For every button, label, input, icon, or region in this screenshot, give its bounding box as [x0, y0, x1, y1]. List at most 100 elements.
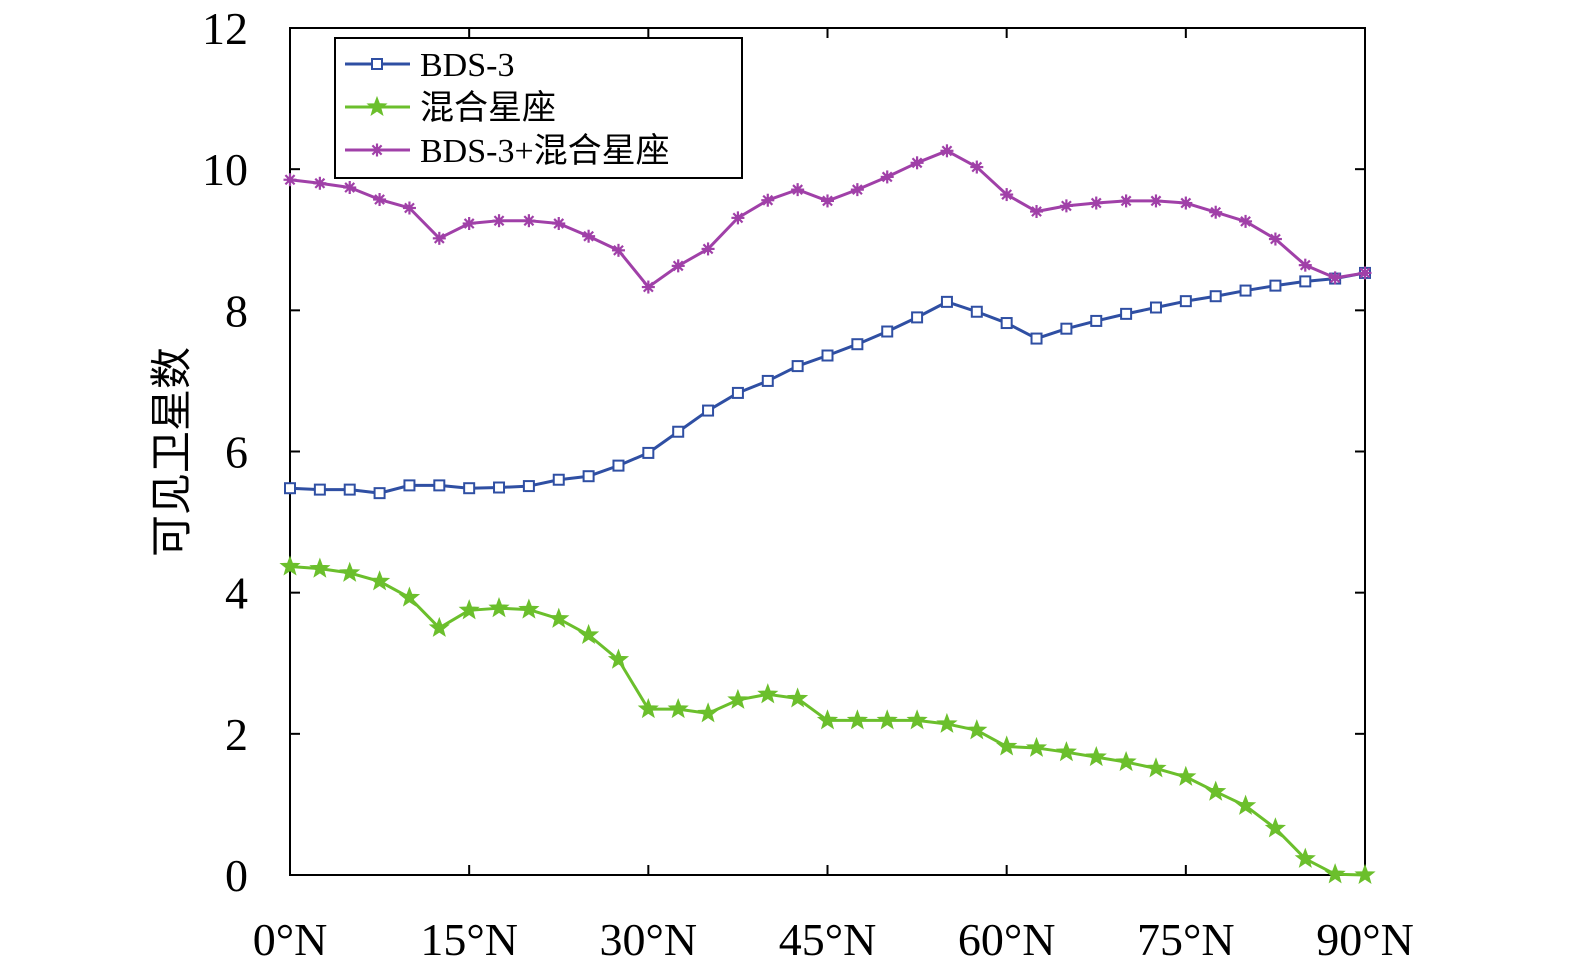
data-point-combined: [1358, 266, 1372, 280]
marker-center: [794, 186, 801, 193]
data-point-hybrid: [637, 697, 659, 719]
data-point-hybrid: [578, 623, 600, 645]
marker-center: [973, 163, 981, 171]
data-point-combined: [1239, 214, 1253, 228]
data-point-combined: [1328, 271, 1342, 285]
data-point-combined: [1179, 196, 1193, 210]
data-point-bds3: [851, 338, 864, 351]
marker-center: [1122, 197, 1130, 205]
data-point-combined: [402, 201, 416, 215]
data-point-hybrid: [1264, 817, 1286, 838]
data-point-bds3: [940, 295, 953, 308]
data-point-combined: [1089, 196, 1103, 210]
series-line-bds3: [289, 271, 1366, 495]
marker-center: [406, 204, 413, 212]
marker-center: [346, 184, 353, 191]
data-point-combined: [1209, 205, 1223, 219]
data-point-combined: [701, 242, 715, 256]
data-point-hybrid: [846, 709, 868, 730]
data-point-bds3: [1299, 275, 1312, 288]
data-point-bds3: [791, 360, 804, 373]
legend-marker: [370, 143, 384, 157]
marker-center: [1033, 208, 1040, 215]
data-point-hybrid: [1145, 757, 1167, 778]
marker-center: [376, 196, 383, 203]
data-point-bds3: [642, 446, 655, 459]
legend-item-hybrid: 混合星座: [345, 89, 556, 127]
series-bds3: [284, 266, 1371, 500]
data-point-combined: [582, 229, 596, 243]
data-point-bds3: [821, 349, 834, 362]
y-tick-label: 10: [202, 144, 248, 195]
data-point-hybrid: [458, 599, 480, 620]
y-tick-label: 6: [225, 427, 248, 478]
data-point-bds3: [1239, 284, 1252, 297]
data-point-hybrid: [369, 570, 391, 591]
data-point-hybrid: [876, 709, 898, 730]
data-point-hybrid: [548, 607, 570, 628]
data-point-hybrid: [1324, 863, 1346, 884]
data-point-hybrid: [1025, 736, 1048, 757]
marker-center: [1302, 261, 1309, 269]
data-point-hybrid: [279, 555, 301, 576]
x-tick-label: 75°N: [1137, 914, 1235, 965]
data-point-bds3: [493, 481, 506, 494]
data-point-bds3: [433, 479, 446, 492]
data-point-bds3: [522, 480, 535, 493]
data-point-hybrid: [757, 683, 779, 704]
data-point-hybrid: [697, 702, 719, 723]
data-point-bds3: [403, 479, 416, 492]
marker-center: [943, 147, 951, 155]
legend-label-hybrid: 混合星座: [420, 89, 556, 127]
data-point-bds3: [731, 386, 744, 399]
data-point-hybrid: [518, 598, 540, 619]
marker-center: [734, 214, 742, 222]
data-point-hybrid: [398, 586, 421, 607]
y-tick-label: 4: [225, 568, 248, 619]
data-point-bds3: [343, 483, 356, 496]
legend: BDS-3 混合星座 BDS-3+混合星座: [334, 37, 743, 179]
x-tick-label: 15°N: [420, 914, 518, 965]
data-point-bds3: [373, 487, 386, 500]
data-point-bds3: [881, 325, 894, 338]
data-point-hybrid: [488, 597, 510, 618]
data-point-bds3: [970, 305, 983, 318]
y-axis-title: 可见卫星数: [147, 347, 196, 557]
marker-center: [645, 283, 652, 291]
series-hybrid: [279, 555, 1376, 885]
series-group: [279, 144, 1376, 885]
data-point-bds3: [761, 374, 774, 387]
data-point-combined: [821, 194, 834, 208]
x-tick-label: 30°N: [600, 914, 698, 965]
data-point-hybrid: [1234, 794, 1257, 815]
marker-center: [913, 159, 921, 167]
marker-center: [286, 176, 294, 183]
data-point-combined: [283, 173, 297, 187]
data-point-hybrid: [727, 688, 749, 709]
data-point-hybrid: [936, 712, 958, 733]
data-point-combined: [1000, 188, 1014, 202]
marker-center: [674, 262, 682, 270]
data-point-bds3: [1090, 314, 1103, 327]
data-point-combined: [1298, 258, 1312, 272]
data-point-combined: [731, 211, 745, 225]
marker-center: [704, 245, 712, 253]
data-point-combined: [880, 170, 894, 184]
data-point-hybrid: [607, 648, 630, 669]
data-point-combined: [492, 214, 506, 228]
marker-center: [824, 197, 831, 205]
y-tick-label: 0: [225, 850, 248, 901]
y-tick-label: 12: [202, 3, 248, 54]
data-point-combined: [671, 259, 685, 273]
data-point-combined: [1268, 232, 1282, 246]
marker-center: [1152, 197, 1160, 205]
marker-center: [465, 220, 473, 227]
data-point-bds3: [1269, 279, 1282, 292]
x-tick-label: 90°N: [1316, 914, 1414, 965]
data-point-combined: [1149, 194, 1163, 208]
data-point-combined: [1030, 205, 1044, 219]
data-point-hybrid: [966, 719, 988, 740]
data-point-bds3: [284, 482, 296, 495]
